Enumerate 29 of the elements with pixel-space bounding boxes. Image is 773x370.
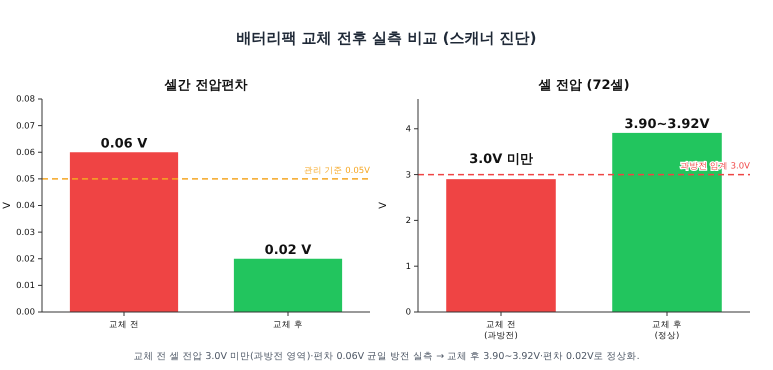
x-tick-label: 교체 전 (과방전): [484, 320, 518, 341]
y-axis-title: V: [2, 202, 13, 209]
y-tick-label: 0: [406, 308, 411, 318]
y-tick-label: 0.00: [16, 308, 35, 318]
chart-title: 셀 전압 (72셀): [537, 78, 630, 93]
chart-title: 셀간 전압편차: [164, 78, 248, 93]
y-tick-label: 0.05: [16, 174, 35, 185]
y-tick-label: 3: [406, 170, 411, 180]
y-tick-label: 0.03: [16, 228, 35, 238]
text: 교체 전 셀 전압 3.0V 미만(과방전 영역)·편차 0.06V 균일 방전 실측 → 교체 후 3.90~3.92V·편차 0.02V로 정상화.: [133, 351, 640, 362]
y-tick-label: 0.01: [16, 281, 35, 292]
x-tick-label: 교체 후: [273, 320, 303, 330]
x-tick-label: 교체 후 (정상): [652, 320, 682, 341]
y-tick-label: 0.06: [16, 148, 35, 158]
ref-line-label: 관리 기준 0.05V: [304, 166, 370, 176]
y-tick-label: 0.07: [16, 121, 35, 132]
text: 배터리팩 교체 전후 실측 비교 (스캐너 진단): [236, 29, 537, 47]
y-tick-label: 0.08: [16, 94, 35, 105]
y-tick-label: 2: [406, 216, 411, 226]
annotation: 3.0V 미만: [469, 152, 533, 168]
y-tick-label: 0.04: [16, 201, 35, 212]
y-axis-title: V: [378, 202, 389, 209]
y-tick-label: 0.02: [16, 254, 35, 264]
annotation: 3.90~3.92V: [624, 116, 710, 132]
data-label: 0.06 V: [100, 136, 148, 152]
y-tick-label: 4: [406, 124, 411, 134]
data-label: 0.02 V: [264, 242, 312, 258]
x-tick-label: 교체 전: [109, 320, 139, 330]
y-tick-label: 1: [406, 262, 411, 272]
